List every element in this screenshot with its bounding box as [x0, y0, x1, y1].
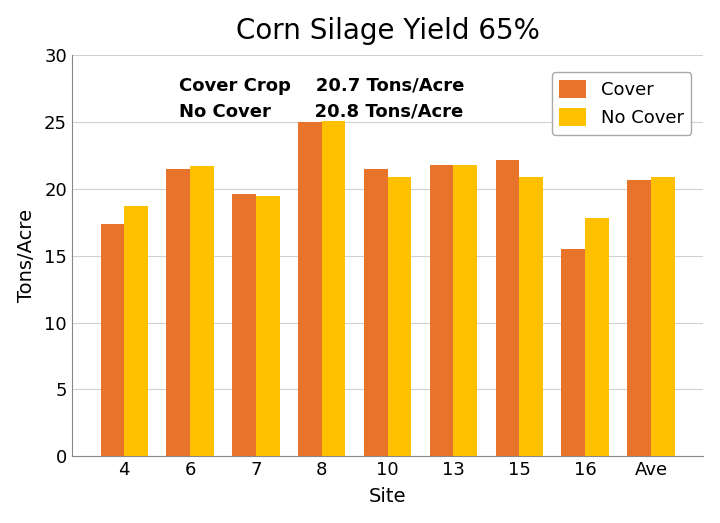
Bar: [101, 224, 125, 456]
Bar: [322, 121, 346, 456]
Bar: [166, 169, 190, 456]
Bar: [627, 179, 651, 456]
Legend: Cover, No Cover: Cover, No Cover: [552, 72, 691, 134]
Bar: [190, 166, 214, 456]
Bar: [562, 249, 585, 456]
X-axis label: Site: Site: [369, 487, 406, 506]
Bar: [364, 169, 387, 456]
Y-axis label: Tons/Acre: Tons/Acre: [17, 209, 36, 302]
Text: Cover Crop    20.7 Tons/Acre
No Cover       20.8 Tons/Acre: Cover Crop 20.7 Tons/Acre No Cover 20.8 …: [179, 77, 464, 120]
Bar: [233, 194, 256, 456]
Bar: [125, 206, 148, 456]
Bar: [495, 160, 519, 456]
Bar: [256, 196, 279, 456]
Bar: [298, 122, 322, 456]
Bar: [651, 177, 675, 456]
Bar: [387, 177, 411, 456]
Bar: [454, 165, 477, 456]
Title: Corn Silage Yield 65%: Corn Silage Yield 65%: [235, 17, 539, 44]
Bar: [585, 218, 609, 456]
Bar: [519, 177, 543, 456]
Bar: [430, 165, 454, 456]
